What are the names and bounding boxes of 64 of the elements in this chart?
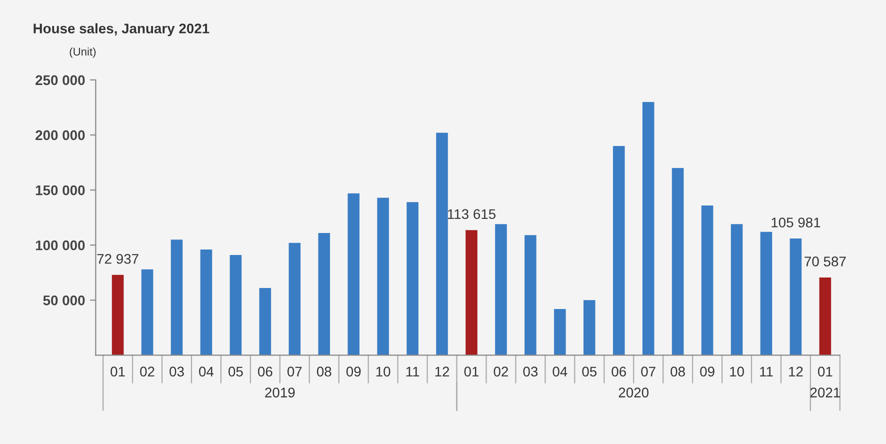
x-tick-label: 04 xyxy=(552,366,568,377)
text: 2020 xyxy=(618,388,649,398)
x-tick-label: 07 xyxy=(287,366,302,377)
x-tick-label: 05 xyxy=(228,366,243,377)
bar xyxy=(790,238,802,356)
bar xyxy=(554,308,566,356)
x-tick-label: 12 xyxy=(789,366,803,376)
bar xyxy=(730,224,743,356)
x-tick-label: 09 xyxy=(346,366,361,377)
chart-subtitle: (Unit) xyxy=(70,47,96,58)
x-tick-label: 07 xyxy=(641,366,656,377)
x-tick-label: 03 xyxy=(170,366,184,377)
bar xyxy=(583,300,596,356)
x-tick-label: 11 xyxy=(406,366,420,376)
x-tick-label: 02 xyxy=(494,366,508,377)
data-label: 72 937 xyxy=(97,254,138,264)
bar xyxy=(760,232,772,356)
text: 2019 xyxy=(265,388,295,398)
y-tick-label: 150 000 xyxy=(36,185,85,196)
x-tick-label: 06 xyxy=(612,366,626,377)
bar xyxy=(200,249,212,356)
x-tick-label: 06 xyxy=(258,366,272,377)
x-tick-label: 10 xyxy=(376,366,390,377)
y-tick-label: 100 000 xyxy=(36,240,85,250)
x-tick-label: 08 xyxy=(670,366,685,377)
bar xyxy=(230,255,242,356)
bar xyxy=(377,198,389,356)
x-tick-label: 01 xyxy=(110,366,125,377)
y-tick-label: 50 000 xyxy=(43,295,85,306)
bar xyxy=(524,235,536,356)
data-label: 70 587 xyxy=(804,256,846,266)
bar xyxy=(259,288,272,356)
bar xyxy=(141,269,154,356)
y-tick-label: 250 000 xyxy=(36,75,85,86)
x-tick-label: 01 xyxy=(818,366,832,377)
bar xyxy=(288,242,301,356)
x-tick-label: 12 xyxy=(435,366,450,376)
x-tick-label: 01 xyxy=(464,366,479,377)
data-label: 105 981 xyxy=(772,218,820,228)
x-tick-label: 08 xyxy=(316,366,332,377)
data-label: 113 615 xyxy=(448,209,496,220)
chart-title: House sales, January 2021 xyxy=(34,23,210,36)
bar xyxy=(436,132,448,356)
x-tick-label: 10 xyxy=(730,366,744,377)
text: 2021 xyxy=(810,388,840,398)
x-tick-label: 04 xyxy=(199,366,214,377)
y-tick-label: 200 000 xyxy=(36,130,85,140)
bar xyxy=(819,277,832,356)
x-tick-label: 05 xyxy=(582,366,597,377)
bar xyxy=(348,193,360,356)
bar xyxy=(406,202,418,356)
bar xyxy=(701,205,714,356)
x-tick-label: 09 xyxy=(700,366,714,377)
bar xyxy=(672,168,684,356)
bar xyxy=(170,240,183,356)
bar xyxy=(112,274,124,356)
x-tick-label: 03 xyxy=(523,366,538,377)
bar xyxy=(466,230,478,356)
bar xyxy=(318,232,330,356)
bar xyxy=(612,146,625,356)
bar xyxy=(495,224,507,356)
bar xyxy=(642,102,654,356)
x-tick-label: 02 xyxy=(140,366,154,377)
x-tick-label: 11 xyxy=(760,366,773,376)
